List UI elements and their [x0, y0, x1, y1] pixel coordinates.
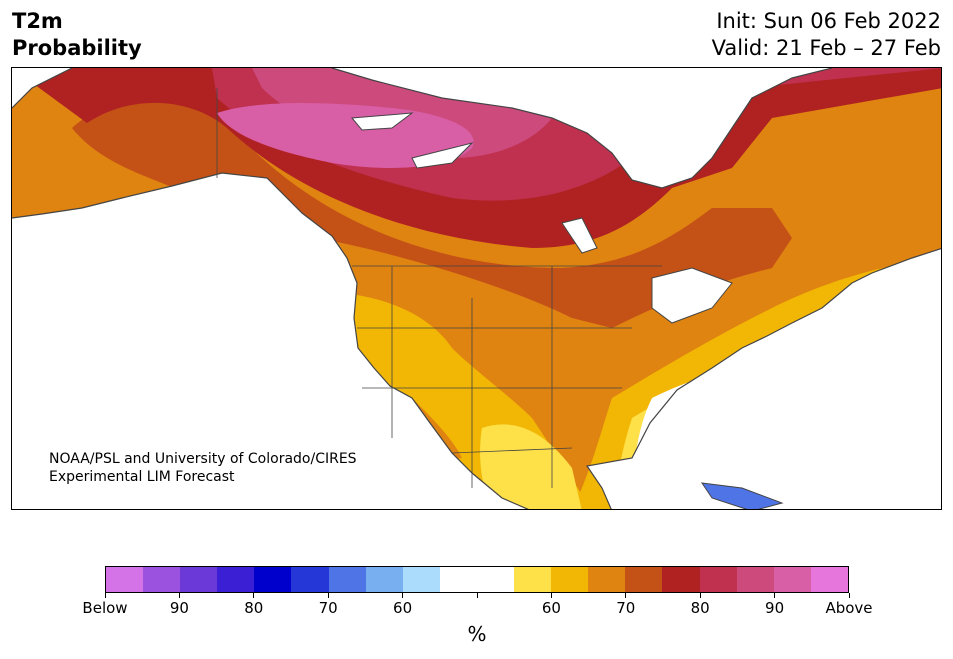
init-date: Init: Sun 06 Feb 2022 — [716, 9, 941, 33]
colorbar-tick — [550, 593, 552, 598]
colorbar — [105, 566, 849, 593]
colorbar-tick-label: 80 — [244, 599, 264, 617]
colorbar-ticks — [104, 593, 850, 601]
colorbar-cell — [328, 567, 366, 592]
band-75 — [72, 96, 792, 328]
great-lakes — [651, 267, 733, 324]
colorbar-cell — [439, 567, 477, 592]
lakes — [351, 112, 733, 324]
colorbar-cell — [476, 567, 515, 592]
coastlines — [12, 68, 941, 509]
valid-date: Valid: 21 Feb – 27 Feb — [711, 36, 941, 60]
credit-line-1: NOAA/PSL and University of Colorado/CIRE… — [49, 451, 357, 467]
colorbar-cell — [291, 567, 329, 592]
colorbar-cell — [254, 567, 292, 592]
colorbar-tick-label: Below — [82, 599, 128, 617]
colorbar-tick-label: 70 — [616, 599, 636, 617]
colorbar-cell — [810, 567, 848, 592]
variable-label: T2m — [12, 9, 63, 33]
credit-line-2: Experimental LIM Forecast — [49, 469, 235, 485]
colorbar-tick — [848, 593, 850, 598]
colorbar-tick — [699, 593, 701, 598]
map-svg — [12, 68, 941, 509]
colorbar-tick-label: 70 — [318, 599, 338, 617]
colorbar-tick-label: 80 — [690, 599, 710, 617]
colorbar-cell — [365, 567, 403, 592]
colorbar-unit: % — [467, 622, 487, 646]
colorbar-tick-label: 90 — [765, 599, 785, 617]
borders — [216, 88, 662, 488]
colorbar-tick — [178, 593, 180, 598]
credit-text: NOAA/PSL and University of Colorado/CIRE… — [49, 450, 357, 486]
colorbar-tick — [774, 593, 776, 598]
map-title: T2m Probability — [12, 8, 142, 62]
great-slave-lake — [411, 142, 474, 169]
colorbar-tick — [327, 593, 329, 598]
colorbar-cell — [625, 567, 663, 592]
band-95 — [217, 103, 474, 168]
colorbar-cell — [588, 567, 626, 592]
colorbar-cell — [662, 567, 700, 592]
colorbar-tick — [625, 593, 627, 598]
colorbar-cell — [514, 567, 552, 592]
band-florida-below-60 — [707, 418, 727, 468]
colorbar-cell — [551, 567, 589, 592]
great-bear-lake — [351, 112, 414, 131]
colorbar-cell — [217, 567, 255, 592]
lake-winnipeg — [561, 217, 598, 254]
colorbar-tick — [476, 593, 478, 598]
colorbar-tick — [104, 593, 106, 598]
forecast-dates: Init: Sun 06 Feb 2022 Valid: 21 Feb – 27… — [712, 8, 941, 62]
colorbar-cell — [143, 567, 181, 592]
band-texas-60 — [480, 424, 582, 509]
colorbar-cell — [106, 567, 144, 592]
colorbar-cell — [736, 567, 774, 592]
colorbar-tick — [253, 593, 255, 598]
colorbar-tick-label: Above — [825, 599, 873, 617]
colorbar-cell — [699, 567, 737, 592]
colorbar-tick-label: 60 — [393, 599, 413, 617]
probability-fill — [12, 68, 941, 509]
product-label: Probability — [12, 36, 142, 60]
colorbar-tick — [402, 593, 404, 598]
colorbar-cell — [402, 567, 440, 592]
forecast-map — [11, 67, 942, 510]
colorbar-tick-label: 60 — [541, 599, 561, 617]
cuba-below — [700, 482, 784, 509]
colorbar-cell — [180, 567, 218, 592]
colorbar-tick-label: 90 — [169, 599, 189, 617]
colorbar-cell — [773, 567, 811, 592]
